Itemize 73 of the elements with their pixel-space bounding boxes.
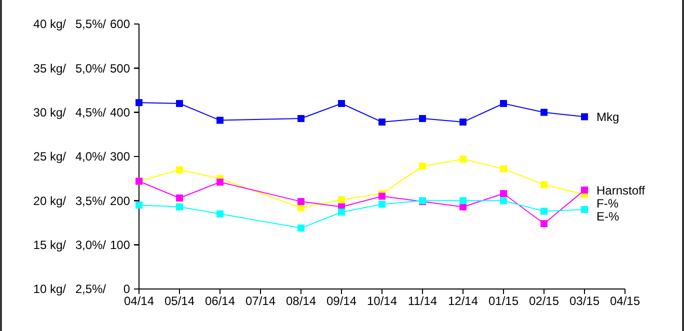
- x-tick-label: 09/14: [326, 294, 357, 308]
- y-tick-label: 20 kg/: [33, 194, 67, 208]
- y2-tick-label: 5,5%/: [75, 17, 107, 32]
- series-label: E-%: [596, 209, 620, 224]
- point: [176, 203, 183, 210]
- y-tick-label: 25 kg/: [33, 150, 67, 164]
- x-tick-label: 08/14: [286, 294, 316, 308]
- point: [176, 194, 183, 202]
- x-tick-label: 07/14: [245, 294, 276, 308]
- y-tick-label: 30 kg/: [33, 106, 67, 120]
- y-tick-label: 15 kg/: [33, 238, 67, 252]
- point: [540, 220, 548, 228]
- point: [540, 208, 548, 215]
- point: [419, 162, 426, 170]
- point: [581, 113, 588, 120]
- y2-tick-label: 3,0%/: [75, 238, 107, 252]
- point: [460, 197, 466, 204]
- point: [298, 198, 304, 206]
- point: [176, 166, 183, 174]
- y-tick-label: 35 kg/: [33, 61, 67, 76]
- point: [500, 100, 507, 107]
- point: [460, 118, 466, 126]
- series-label: Mkg: [596, 110, 620, 124]
- y3-tick-label: 300: [110, 150, 130, 164]
- x-tick-label: 01/15: [488, 294, 519, 308]
- y2-tick-label: 4,0%/: [75, 150, 107, 164]
- y2-tick-label: 2,5%/: [75, 282, 107, 296]
- x-tick-label: 06/14: [204, 294, 236, 308]
- point: [338, 196, 345, 204]
- point: [460, 203, 466, 210]
- point: [460, 156, 466, 163]
- point: [581, 206, 588, 213]
- point: [540, 108, 548, 116]
- x-tick-label: 12/14: [448, 294, 478, 308]
- x-tick-label: 05/14: [164, 294, 195, 308]
- x-tick-label: 03/15: [569, 294, 600, 308]
- point: [216, 116, 224, 124]
- point: [500, 197, 507, 204]
- point: [378, 192, 386, 200]
- y2-tick-label: 5,0%/: [75, 61, 107, 76]
- point: [176, 100, 183, 107]
- x-tick-label: 04/15: [610, 294, 640, 308]
- y3-tick-label: 500: [110, 61, 130, 76]
- point: [338, 208, 345, 216]
- y3-tick-label: 100: [110, 238, 130, 252]
- point: [136, 202, 142, 209]
- point: [216, 210, 224, 218]
- y3-tick-label: 400: [110, 106, 130, 120]
- y2-tick-label: 3,5%/: [75, 194, 107, 208]
- point: [500, 190, 507, 198]
- y-tick-label: 10 kg/: [33, 282, 67, 296]
- y3-tick-label: 200: [110, 194, 130, 208]
- point: [500, 165, 507, 172]
- x-tick-label: 02/15: [528, 294, 560, 308]
- y3-tick-label: 600: [110, 17, 130, 32]
- series-label: F-%: [596, 196, 619, 210]
- point: [298, 224, 304, 232]
- point: [581, 186, 588, 194]
- point: [338, 100, 345, 107]
- y2-tick-label: 4,5%/: [75, 106, 107, 120]
- x-tick-label: 04/14: [124, 294, 154, 308]
- x-tick-label: 10/14: [366, 294, 398, 308]
- point: [378, 200, 386, 208]
- y-tick-label: 40 kg/: [33, 17, 67, 32]
- point: [419, 115, 426, 122]
- point: [216, 178, 224, 186]
- y3-tick-label: 0: [123, 282, 130, 296]
- point: [136, 99, 142, 106]
- series-label: Harnstoff: [596, 183, 646, 198]
- x-tick-label: 11/14: [408, 294, 438, 308]
- point: [540, 181, 548, 188]
- point: [378, 118, 386, 126]
- point: [298, 115, 304, 122]
